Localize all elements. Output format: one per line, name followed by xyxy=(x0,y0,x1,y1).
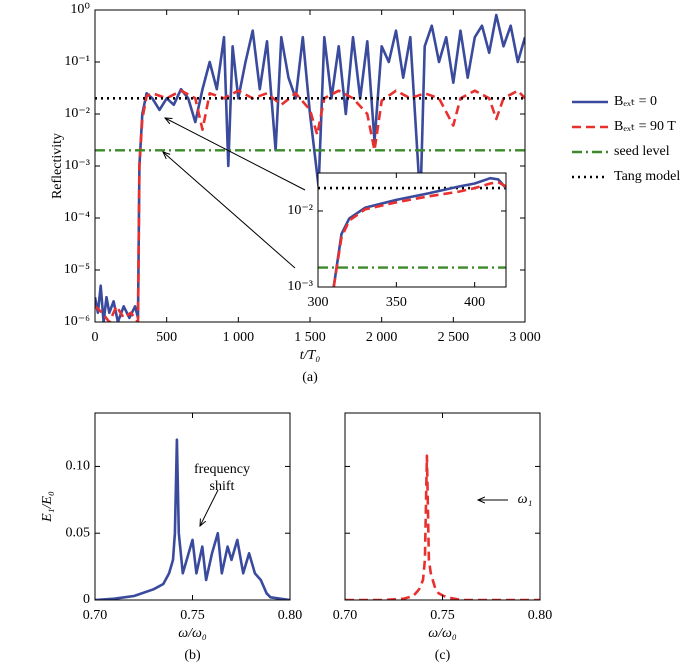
y-tick-label: 10⁻² xyxy=(64,106,90,121)
legend-label: Tang model xyxy=(614,169,680,184)
x-tick-label: 1 500 xyxy=(294,330,326,345)
y-tick-label: 0 xyxy=(83,592,90,607)
legend-label: seed level xyxy=(614,144,670,159)
annotation: frequency xyxy=(194,462,250,477)
panel: 0.70 0.75 0.80 0 0.05 0.10 ω/ω₀ (b) E₁/E₀ frequen… xyxy=(40,412,303,663)
legend-label: Bₑₓₜ = 90 T xyxy=(614,119,676,134)
x-tick-label: 0.80 xyxy=(278,608,303,623)
legend-label: Bₑₓₜ = 0 xyxy=(614,94,657,109)
x-axis-label: t/T₀ xyxy=(300,348,321,363)
x-tick-label: 350 xyxy=(386,295,407,310)
x-tick-label: 0.70 xyxy=(333,608,358,623)
x-tick-label: 2 500 xyxy=(438,330,470,345)
x-tick-label: 1 000 xyxy=(223,330,255,345)
series-line xyxy=(345,454,540,600)
y-tick-label: 10⁻⁶ xyxy=(64,314,90,329)
y-tick-label: 10⁻³ xyxy=(64,158,90,173)
x-axis-label: ω/ω₀ xyxy=(428,626,457,641)
panel: 300 350 400 10⁻² 10⁻³ xyxy=(287,172,507,310)
y-tick-label: 10⁻³ xyxy=(287,279,313,294)
y-tick-label: 10⁻⁵ xyxy=(64,262,90,277)
plot-frame xyxy=(94,412,291,601)
y-tick-label: 0.05 xyxy=(66,525,91,540)
panel: 0 500 1 000 1 500 2 000 2 500 3 000 10⁰ 10⁻¹ 10⁻²… xyxy=(50,2,541,385)
plot-frame xyxy=(344,412,541,601)
x-tick-label: 0.75 xyxy=(430,608,455,623)
annotation: ω₁ xyxy=(518,492,533,507)
panel-label: (b) xyxy=(184,648,201,663)
y-tick-label: 10⁻² xyxy=(287,203,313,218)
plot-frame xyxy=(317,172,507,288)
arrow xyxy=(163,152,296,269)
y-axis-label: Reflectivity xyxy=(50,133,65,199)
y-tick-label: 10⁰ xyxy=(70,2,90,17)
x-tick-label: 0.75 xyxy=(180,608,205,623)
x-tick-label: 0.70 xyxy=(83,608,108,623)
annotation: shift xyxy=(210,479,235,494)
x-tick-label: 3 000 xyxy=(509,330,541,345)
y-axis-label: E₁/E₀ xyxy=(40,491,55,523)
y-tick-label: 10⁻¹ xyxy=(64,54,90,69)
x-tick-label: 300 xyxy=(308,295,329,310)
x-axis-label: ω/ω₀ xyxy=(178,626,207,641)
arrow xyxy=(165,118,306,191)
x-tick-label: 0 xyxy=(92,330,99,345)
arrow xyxy=(200,489,219,526)
panel-label: (a) xyxy=(302,370,318,385)
x-tick-label: 2 000 xyxy=(366,330,398,345)
series-line xyxy=(95,438,290,600)
panel: 0.70 0.75 0.80 ω/ω₀ (c) ω₁ xyxy=(333,412,553,663)
y-tick-label: 10⁻⁴ xyxy=(64,210,90,225)
x-tick-label: 0.80 xyxy=(528,608,553,623)
series-line xyxy=(332,180,506,287)
panel-label: (c) xyxy=(435,648,451,663)
y-tick-label: 0.10 xyxy=(66,459,91,474)
x-tick-label: 500 xyxy=(156,330,177,345)
x-tick-label: 400 xyxy=(464,295,485,310)
